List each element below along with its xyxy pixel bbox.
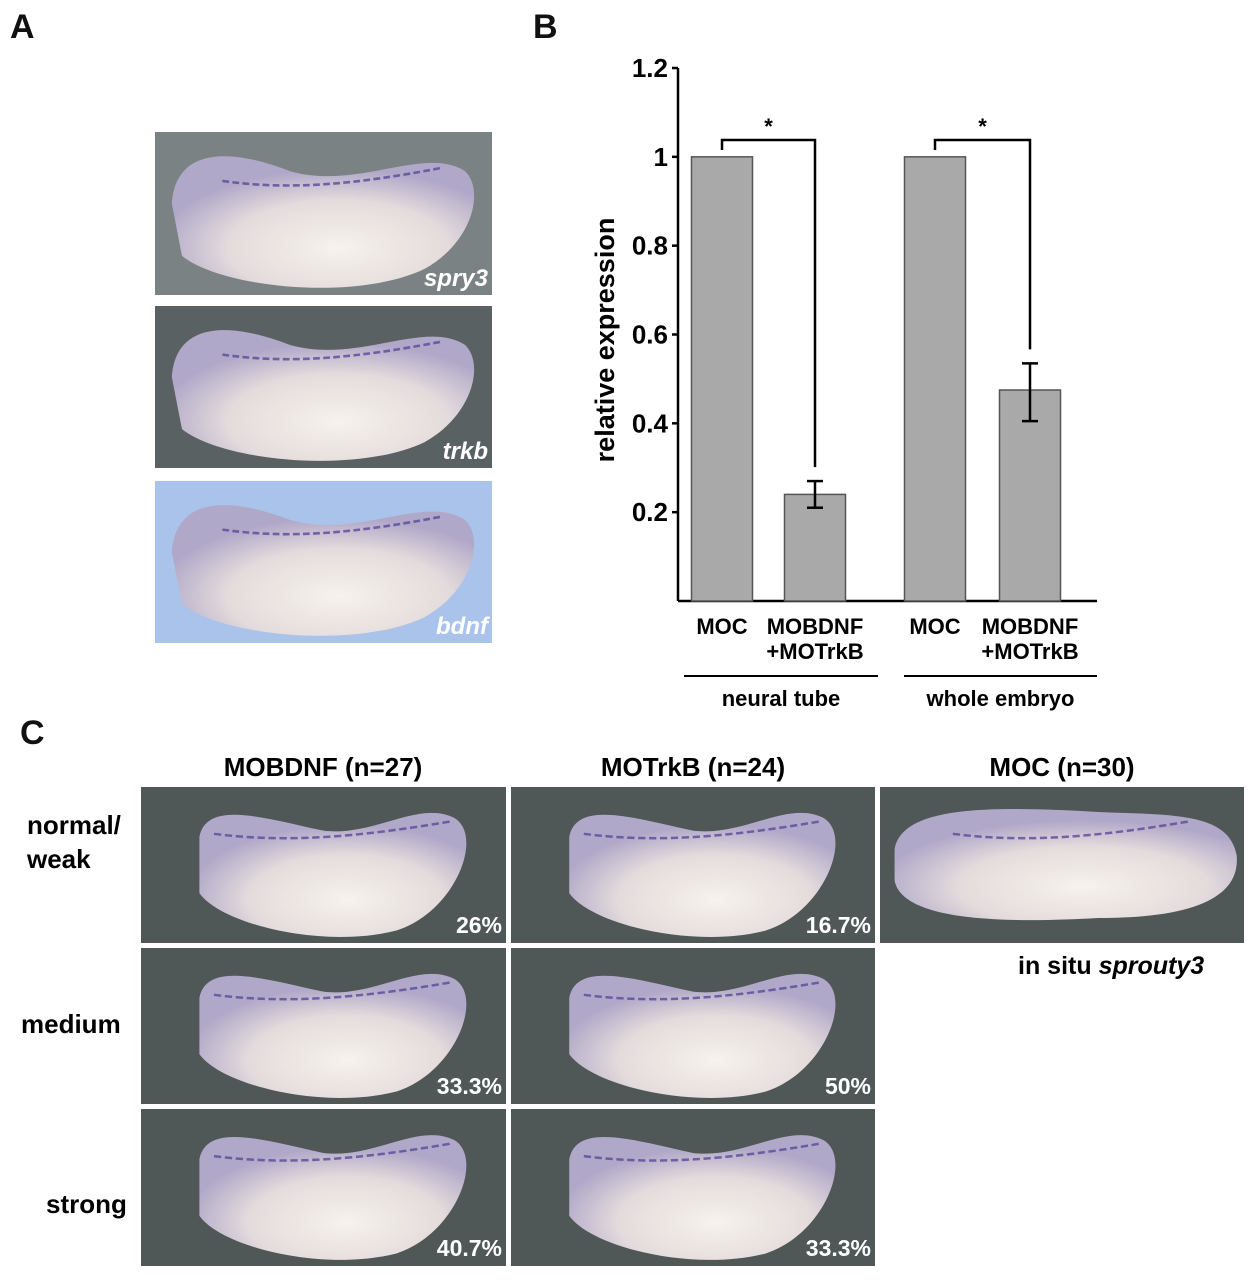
- gene-label: bdnf: [436, 613, 488, 640]
- category-label: +MOTrkB: [766, 639, 863, 664]
- row-label-strong: strong: [46, 1189, 127, 1219]
- embryo-photo: 33.3%: [511, 1109, 875, 1266]
- percentage: 40.7%: [436, 1235, 502, 1261]
- embryo-photo: 26%: [141, 787, 506, 943]
- embryo-image: [141, 1109, 506, 1266]
- category-label: +MOTrkB: [981, 639, 1078, 664]
- embryo-photo-spry3: spry3: [155, 132, 492, 295]
- bar: [690, 156, 754, 602]
- row-label-medium: medium: [21, 1009, 121, 1039]
- percentage: 33.3%: [805, 1235, 871, 1261]
- category-label: MOBDNF: [982, 614, 1079, 639]
- embryo-image: [511, 948, 875, 1104]
- category-label: MOC: [696, 614, 747, 639]
- significance-bracket: [720, 138, 817, 468]
- percentage: 26%: [455, 912, 502, 938]
- y-tick-label: 0.6: [632, 320, 668, 350]
- significance-star: *: [978, 114, 987, 139]
- embryo-image: [511, 787, 875, 943]
- embryo-image: [141, 787, 506, 943]
- group-label: neural tube: [722, 686, 841, 711]
- caption-prefix: in situ: [1018, 952, 1099, 980]
- bar: [783, 493, 847, 602]
- embryo-image: [155, 306, 492, 468]
- bar-chart: 0.2 0.4 0.6 0.8 1 1.2 relative expression MOC MO…: [590, 53, 1097, 711]
- gene-label: spry3: [423, 265, 488, 292]
- embryo-photo: 33.3%: [141, 948, 506, 1104]
- embryo-image: [511, 1109, 875, 1266]
- group-label: whole embryo: [926, 686, 1075, 711]
- embryo-photo: [880, 787, 1244, 943]
- category-label: MOC: [909, 614, 960, 639]
- gene-label: trkb: [442, 438, 488, 465]
- column-header-mobdnf: MOBDNF (n=27): [223, 752, 423, 782]
- embryo-photo-trkb: trkb: [155, 306, 492, 468]
- y-tick-label: 1: [654, 142, 668, 172]
- column-header-motrkb: MOTrkB (n=24): [600, 752, 786, 782]
- panel-label-b: B: [533, 8, 558, 46]
- significance-star: *: [764, 114, 773, 139]
- caption: in situ sprouty3: [1018, 952, 1204, 981]
- y-tick-label: 1.2: [632, 53, 668, 83]
- embryo-photo-bdnf: bdnf: [155, 481, 492, 643]
- embryo-image: [155, 481, 492, 643]
- caption-gene: sprouty3: [1098, 952, 1205, 980]
- percentage: 16.7%: [805, 912, 871, 938]
- category-label: MOBDNF: [767, 614, 864, 639]
- panel-label-a: A: [10, 8, 35, 46]
- column-header-moc: MOC (n=30): [989, 752, 1135, 782]
- bar: [903, 156, 967, 602]
- embryo-image: [155, 132, 492, 295]
- y-tick-label: 0.8: [632, 231, 668, 261]
- row-label-normal-weak: normal/ weak: [27, 810, 121, 874]
- embryo-photo: 50%: [511, 948, 875, 1104]
- significance-bracket: [933, 138, 1032, 350]
- percentage: 50%: [824, 1073, 871, 1099]
- embryo-image: [880, 787, 1244, 943]
- embryo-photo: 16.7%: [511, 787, 875, 943]
- embryo-image: [141, 948, 506, 1104]
- panel-label-c: C: [20, 714, 45, 752]
- bar: [998, 389, 1062, 602]
- y-axis-label: relative expression: [590, 218, 620, 463]
- y-tick-label: 0.2: [632, 497, 668, 527]
- y-tick-label: 0.4: [632, 408, 669, 438]
- embryo-photo: 40.7%: [141, 1109, 506, 1266]
- percentage: 33.3%: [436, 1073, 502, 1099]
